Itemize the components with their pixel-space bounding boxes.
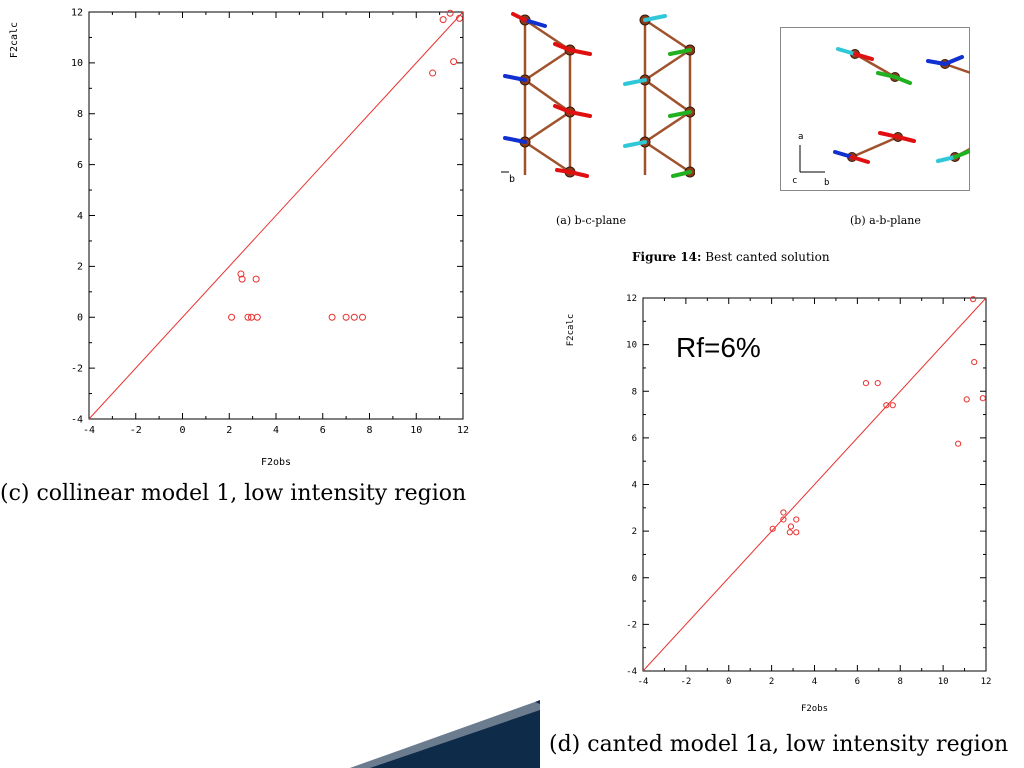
data-point — [228, 313, 236, 321]
figure-label: Figure 14: — [632, 250, 702, 264]
reference-line — [642, 297, 987, 672]
x-tick-label: 2 — [769, 677, 774, 687]
y-tick-label: 6 — [632, 434, 637, 444]
data-point — [769, 525, 776, 532]
reference-line — [88, 11, 464, 420]
x-tick-label: -4 — [638, 677, 649, 687]
axis-c-label: c — [792, 176, 797, 186]
y-tick-label: -2 — [71, 363, 83, 374]
data-point — [237, 270, 245, 278]
data-point — [963, 396, 970, 403]
data-point — [955, 440, 962, 447]
data-point — [350, 313, 358, 321]
y-tick-label: 0 — [77, 313, 83, 324]
figure-text: Best canted solution — [705, 250, 830, 264]
rf-annotation: Rf=6% — [676, 332, 761, 363]
y-tick-label: 12 — [71, 7, 83, 18]
data-point — [793, 516, 800, 523]
slide-decoration — [350, 700, 540, 768]
data-point — [328, 313, 336, 321]
x-tick-label: 2 — [226, 425, 232, 436]
y-tick-label: 8 — [632, 387, 637, 397]
axis-a-label: a — [798, 132, 803, 142]
data-point — [883, 402, 890, 409]
x-tick-label: 12 — [981, 677, 992, 687]
axis-b-left-label: b — [509, 174, 515, 185]
x-tick-label: 10 — [938, 677, 949, 687]
data-point — [244, 313, 252, 321]
y-tick-label: 2 — [77, 262, 83, 273]
y-tick-label: 6 — [77, 160, 83, 171]
x-axis-label: F2obs — [801, 704, 828, 714]
x-tick-label: 8 — [898, 677, 903, 687]
chart-collinear: -4 -2 0 2 4 6 8 10 12 -4 -2 0 2 4 6 8 10 12 F2obs F2calc — [9, 7, 469, 468]
x-tick-label: 4 — [812, 677, 817, 687]
y-tick-label: 2 — [632, 527, 637, 537]
caption-ab-plane: (b) a-b-plane — [850, 214, 921, 227]
figure-14-caption: Figure 14: Best canted solution — [632, 250, 830, 264]
data-point — [252, 275, 260, 283]
data-point — [358, 313, 366, 321]
y-tick-label: 4 — [77, 211, 83, 222]
structure-ab-plane: a c b — [780, 27, 970, 191]
data-point — [780, 509, 787, 516]
y-axis-label: F2calc — [566, 314, 576, 347]
structure-bc-plane: b — [501, 12, 695, 185]
data-point — [342, 313, 350, 321]
y-tick-label: 10 — [626, 341, 637, 351]
data-point — [971, 359, 978, 366]
data-point — [786, 529, 793, 536]
data-point — [446, 9, 454, 17]
data-point — [874, 379, 881, 387]
caption-bc-plane: (a) b-c-plane — [556, 214, 626, 227]
x-tick-label: 10 — [410, 425, 422, 436]
data-point — [238, 275, 246, 283]
data-point — [455, 14, 463, 22]
data-point — [970, 296, 977, 303]
x-tick-label: 12 — [457, 425, 469, 436]
y-tick-label: -4 — [71, 414, 83, 425]
caption-collinear: (c) collinear model 1, low intensity reg… — [0, 481, 467, 506]
y-tick-label: 0 — [632, 574, 637, 584]
data-point — [247, 313, 255, 321]
x-tick-label: 6 — [320, 425, 326, 436]
data-point — [429, 69, 437, 77]
data-point — [793, 529, 800, 536]
y-tick-label: -4 — [626, 667, 637, 677]
y-tick-label: 8 — [77, 109, 83, 120]
data-point — [450, 58, 458, 66]
x-tick-label: 0 — [726, 677, 731, 687]
data-point — [787, 523, 795, 530]
axis-b-label: b — [824, 178, 829, 188]
chart-canted: -4 -2 0 2 4 6 8 10 12 -4 -2 0 2 4 6 8 10 12 F2obs F2calc — [566, 294, 992, 714]
y-tick-label: 12 — [626, 294, 637, 304]
data-point — [862, 379, 870, 387]
x-tick-label: -2 — [680, 677, 691, 687]
x-tick-label: -2 — [130, 425, 142, 436]
x-tick-label: 8 — [366, 425, 372, 436]
y-tick-label: 4 — [632, 481, 637, 491]
data-point — [889, 402, 896, 409]
data-point — [780, 516, 787, 523]
x-tick-label: 0 — [179, 425, 185, 436]
x-tick-label: 6 — [855, 677, 860, 687]
x-axis-label: F2obs — [261, 457, 291, 468]
data-point — [979, 395, 986, 402]
y-axis-label: F2calc — [9, 22, 20, 58]
y-tick-label: 10 — [71, 58, 83, 69]
data-point — [439, 16, 447, 24]
x-tick-label: 4 — [273, 425, 279, 436]
y-tick-label: -2 — [626, 620, 637, 630]
x-tick-label: -4 — [83, 425, 95, 436]
data-point — [253, 313, 261, 321]
caption-canted: (d) canted model 1a, low intensity regio… — [549, 732, 1009, 757]
